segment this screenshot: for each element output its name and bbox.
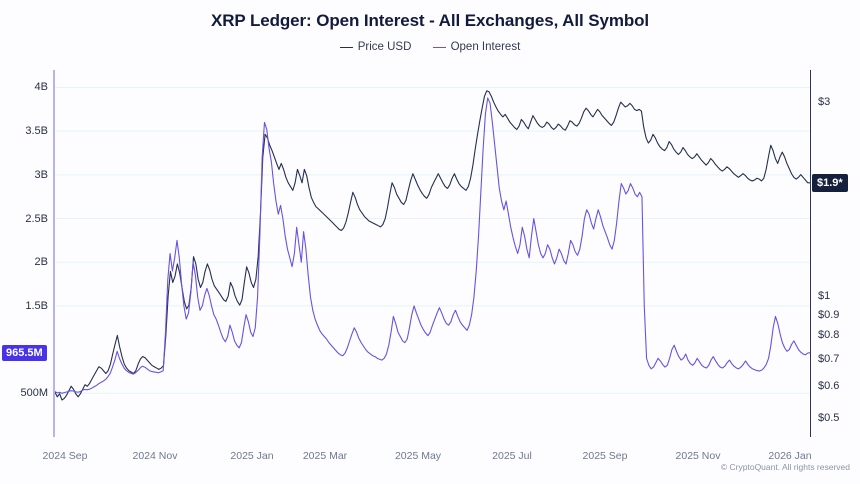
x-axis-tick: 2024 Nov [132, 450, 178, 462]
x-axis-tick: 2025 Jul [492, 450, 532, 462]
y-axis-right-tick: $3 [818, 96, 831, 109]
x-axis-tick: 2025 May [394, 450, 442, 462]
legend-label-price-usd: Price USD [357, 41, 412, 53]
plot-area[interactable] [55, 70, 810, 437]
y-axis-right-tick: $0.6 [818, 380, 840, 393]
page-title: XRP Ledger: Open Interest - All Exchange… [210, 11, 650, 30]
copyright-notice: © CryptoQuant. All rights reserved [720, 462, 850, 472]
y-axis-left: 500M 1.5B 2B 2.5B 3B 3.5B 4B [0, 70, 48, 437]
y-axis-left-tick: 4B [34, 81, 48, 94]
y-axis-right-tick: $0.8 [818, 329, 840, 342]
y-axis-right-line [809, 70, 811, 437]
y-axis-left-tick: 1.5B [25, 299, 48, 312]
y-axis-left-tick: 2.5B [25, 212, 48, 225]
y-axis-left-line [53, 70, 55, 437]
x-axis-tick: 2025 Nov [675, 450, 721, 462]
y-axis-right-tick: $0.5 [818, 412, 840, 425]
x-axis-tick: 2025 Sep [582, 450, 628, 462]
y-axis-left-tick: 3B [34, 168, 48, 181]
legend-item-open-interest[interactable]: Open Interest [432, 41, 521, 53]
current-price-badge: $1.9* [812, 173, 848, 192]
y-axis-right: $0.5 $0.6 $0.7 $0.8 $0.9 $1 $3 [818, 70, 860, 437]
chart-legend: Price USD Open Interest [0, 41, 860, 53]
current-open-interest-badge: 965.5M [2, 344, 47, 361]
legend-label-open-interest: Open Interest [450, 41, 521, 53]
y-axis-right-tick: $1 [818, 290, 831, 303]
y-axis-right-tick: $0.9 [818, 308, 840, 321]
legend-item-price-usd[interactable]: Price USD [339, 41, 412, 53]
x-axis-tick: 2026 Jan [768, 450, 812, 462]
line-dash-icon [432, 46, 446, 48]
x-axis-tick: 2024 Sep [42, 450, 88, 462]
line-dash-icon [339, 46, 353, 48]
y-axis-left-tick: 3.5B [25, 125, 48, 138]
y-axis-left-tick: 500M [20, 387, 48, 400]
x-axis-tick: 2025 Mar [302, 450, 348, 462]
x-axis-tick: 2025 Jan [230, 450, 274, 462]
y-axis-right-tick: $0.7 [818, 353, 840, 366]
y-axis-left-tick: 2B [34, 256, 48, 269]
